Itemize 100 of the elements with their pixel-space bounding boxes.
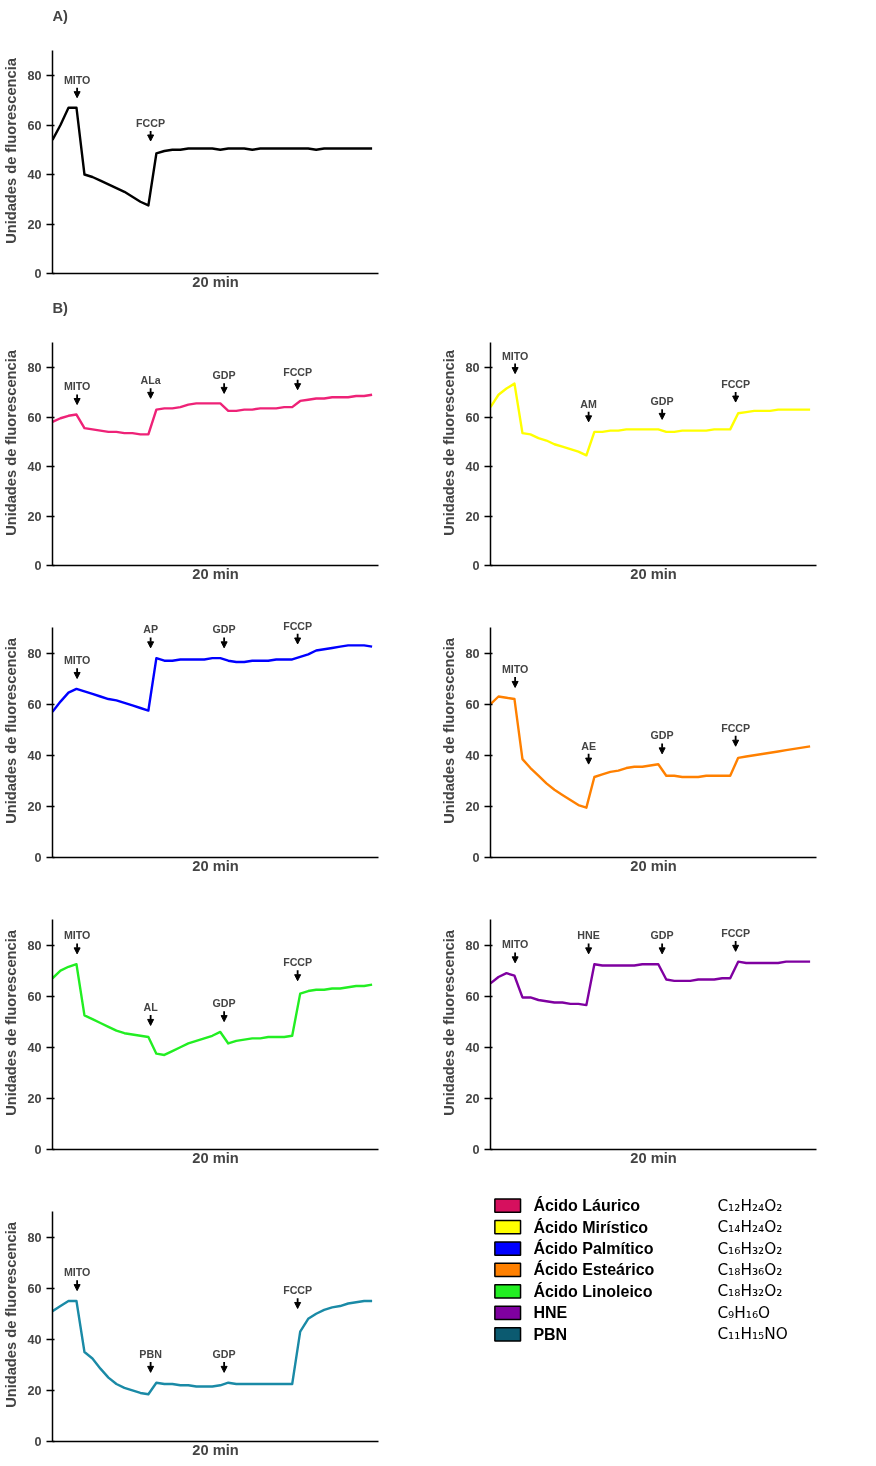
annotation: AP [143, 623, 159, 636]
y-tick-label: 20 [27, 217, 42, 232]
category-label: Ácido Láurico [533, 1196, 641, 1215]
annotation: HNE [577, 929, 600, 942]
text: C₁₈H₃₆O₂ [717, 1260, 783, 1279]
y-tick-label: 40 [27, 748, 42, 763]
annotation: FCCP [283, 1284, 313, 1297]
y-tick-label: 40 [465, 1040, 480, 1055]
y-tick-label: 20 [27, 509, 42, 524]
annotation: GDP [212, 369, 236, 382]
y-axis-title: Unidades de fluorescencia [3, 349, 20, 536]
x-axis-title: 20 min [192, 1441, 239, 1458]
text: C₉H₁₆O [717, 1303, 771, 1322]
y-tick-label: 60 [27, 1281, 42, 1296]
category-label: PBN [533, 1325, 568, 1343]
y-tick-label: 60 [27, 697, 42, 712]
y-axis-title: Unidades de fluorescencia [3, 57, 20, 244]
y-tick-label: 80 [27, 646, 42, 661]
category-label: Ácido Mirístico [533, 1217, 649, 1236]
x-axis-title: 20 min [192, 565, 239, 582]
chart-title: B) [52, 299, 69, 316]
text: C₁₁H₁₅NO [717, 1325, 788, 1344]
y-tick-label: 20 [27, 799, 42, 814]
y-tick-label: 60 [465, 989, 480, 1004]
y-axis-title: Unidades de fluorescencia [3, 1221, 20, 1408]
y-tick-label: 60 [465, 697, 480, 712]
annotation: GDP [650, 729, 674, 742]
annotation: AE [581, 739, 597, 752]
y-tick-label: 0 [472, 851, 480, 865]
text: C₁₂H₂₄O₂ [717, 1196, 783, 1215]
x-axis-title: 20 min [630, 1149, 677, 1166]
line-series [490, 382, 812, 457]
y-tick-label: 80 [27, 69, 42, 84]
annotation: MITO [501, 349, 529, 362]
x-axis-title: 20 min [192, 273, 239, 290]
annotation: MITO [63, 654, 91, 667]
annotation: MITO [501, 938, 529, 951]
y-tick-label: 80 [465, 361, 480, 376]
y-tick-label: 60 [465, 410, 480, 425]
annotation: AM [580, 397, 598, 410]
annotation: FCCP [283, 365, 313, 378]
annotation: MITO [63, 380, 91, 393]
x-axis-title: 20 min [630, 857, 677, 874]
y-tick-label: 20 [27, 1091, 42, 1106]
text: C₁₆H₃₂O₂ [717, 1239, 783, 1258]
y-tick-label: 40 [27, 460, 42, 475]
y-tick-label: 0 [34, 559, 42, 573]
y-tick-label: 40 [27, 1040, 42, 1055]
annotation: GDP [212, 1347, 236, 1360]
annotation: FCCP [283, 956, 313, 969]
x-axis-title: 20 min [192, 857, 239, 874]
y-tick-label: 60 [27, 118, 42, 133]
y-tick-label: 0 [34, 267, 42, 281]
y-tick-label: 20 [27, 1383, 42, 1398]
y-axis-title: Unidades de fluorescencia [441, 929, 458, 1116]
y-tick-label: 20 [465, 799, 480, 814]
y-axis-title: Unidades de fluorescencia [3, 637, 20, 824]
y-tick-label: 80 [465, 938, 480, 953]
y-tick-label: 80 [465, 646, 480, 661]
y-tick-label: 80 [27, 361, 42, 376]
chart-title: A) [52, 7, 69, 24]
x-axis-title: 20 min [630, 565, 677, 582]
category-label: Ácido Palmítico [533, 1239, 654, 1258]
y-tick-label: 0 [34, 1435, 42, 1449]
y-tick-label: 40 [465, 460, 480, 475]
annotation: PBN [139, 1347, 162, 1360]
y-axis-title: Unidades de fluorescencia [441, 637, 458, 824]
category-label: Ácido Esteárico [533, 1260, 655, 1279]
y-tick-label: 40 [27, 1332, 42, 1347]
y-tick-label: 20 [465, 1091, 480, 1106]
line-series [52, 1299, 374, 1396]
annotation: FCCP [721, 378, 751, 391]
y-tick-label: 80 [27, 1230, 42, 1245]
category-label: Ácido Linoleico [533, 1281, 653, 1300]
y-axis-title: Unidades de fluorescencia [3, 929, 20, 1116]
y-tick-label: 80 [27, 938, 42, 953]
category-label: HNE [533, 1304, 568, 1322]
y-tick-label: 0 [472, 1143, 480, 1157]
annotation: GDP [212, 623, 236, 636]
annotation: GDP [650, 395, 674, 408]
annotation: FCCP [283, 619, 313, 632]
text: C₁₄H₂₄O₂ [717, 1218, 783, 1237]
y-tick-label: 60 [27, 989, 42, 1004]
y-tick-label: 60 [27, 410, 42, 425]
annotation: GDP [212, 997, 236, 1010]
y-tick-label: 40 [27, 168, 42, 183]
line-series [490, 960, 812, 1007]
annotation: FCCP [136, 116, 166, 129]
annotation: MITO [63, 1266, 91, 1279]
y-tick-label: 0 [34, 851, 42, 865]
annotation: AL [143, 1001, 159, 1014]
annotation: ALa [140, 374, 161, 387]
y-tick-label: 0 [34, 1143, 42, 1157]
line-series [52, 393, 374, 436]
line-series [52, 644, 374, 714]
x-axis-title: 20 min [192, 1149, 239, 1166]
annotation: FCCP [721, 721, 751, 734]
annotation: MITO [501, 663, 529, 676]
text: C₁₈H₃₂O₂ [717, 1282, 783, 1301]
line-series [490, 695, 812, 809]
